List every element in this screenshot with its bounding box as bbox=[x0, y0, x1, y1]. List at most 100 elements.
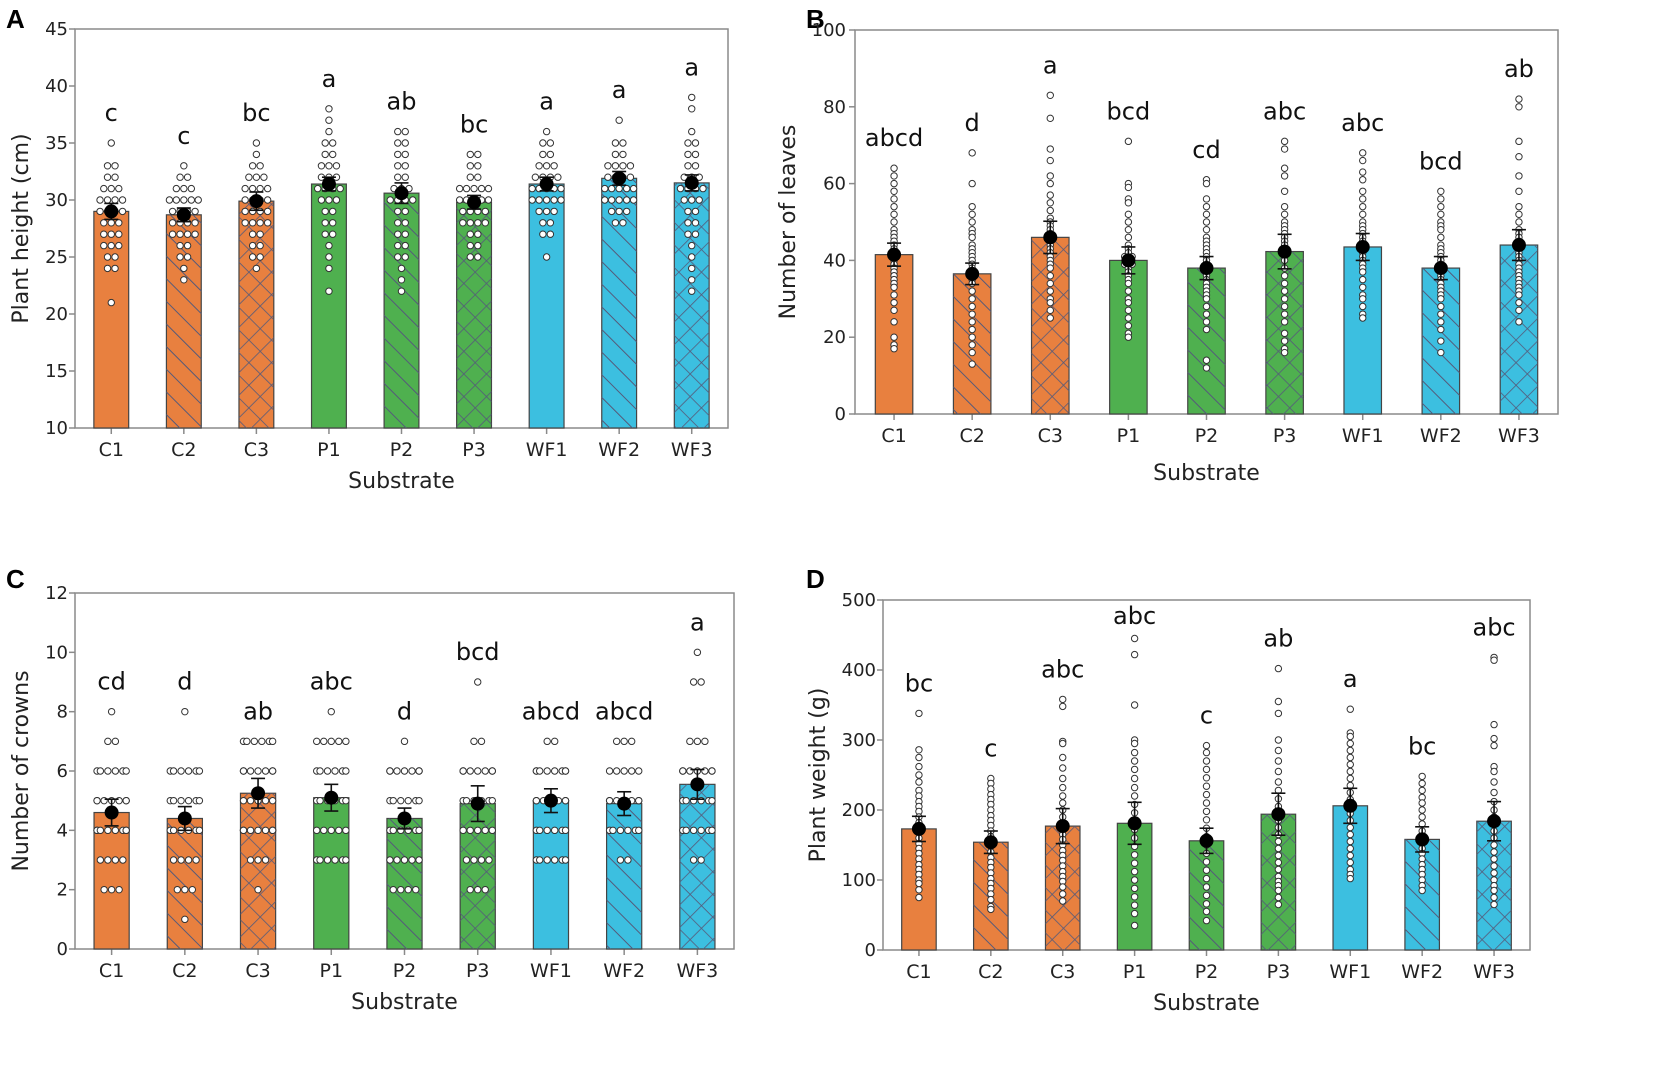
bar-hatch bbox=[679, 784, 715, 949]
mean-marker bbox=[394, 186, 409, 201]
data-point bbox=[688, 196, 696, 204]
data-point bbox=[691, 139, 700, 147]
data-point bbox=[327, 737, 335, 746]
data-point bbox=[195, 796, 204, 805]
data-point bbox=[317, 196, 326, 204]
data-point bbox=[1202, 774, 1211, 782]
data-point bbox=[1059, 883, 1067, 891]
data-point bbox=[466, 241, 475, 250]
significance-letter: abcd bbox=[865, 124, 923, 152]
data-point bbox=[107, 707, 116, 716]
data-point bbox=[111, 264, 119, 273]
data-point bbox=[488, 796, 496, 805]
data-point bbox=[401, 207, 409, 216]
data-point bbox=[1274, 900, 1283, 909]
data-point bbox=[195, 767, 204, 775]
data-point bbox=[1437, 187, 1445, 195]
data-point bbox=[313, 826, 321, 835]
x-tick-label: WF3 bbox=[1473, 961, 1515, 983]
mean-marker bbox=[177, 811, 192, 826]
data-point bbox=[1280, 318, 1289, 326]
data-point bbox=[481, 767, 489, 775]
mean-marker bbox=[104, 805, 119, 820]
data-point bbox=[180, 162, 188, 170]
data-point bbox=[191, 207, 199, 216]
data-point bbox=[181, 915, 189, 924]
x-axis-title: Substrate bbox=[351, 990, 458, 1015]
data-point bbox=[622, 184, 631, 193]
bar-hatch bbox=[238, 201, 274, 428]
significance-letter: ab bbox=[1263, 625, 1293, 653]
data-point bbox=[890, 298, 898, 307]
data-point bbox=[1202, 741, 1211, 750]
data-point bbox=[321, 230, 329, 238]
data-point bbox=[325, 241, 333, 250]
data-point bbox=[620, 737, 628, 746]
data-point bbox=[331, 767, 339, 775]
data-point bbox=[477, 184, 486, 193]
data-point bbox=[539, 219, 547, 227]
data-point bbox=[111, 856, 120, 864]
data-point bbox=[688, 105, 696, 113]
y-tick-label: 40 bbox=[45, 76, 68, 97]
data-point bbox=[455, 184, 464, 193]
data-point bbox=[168, 207, 177, 216]
y-tick-label: 25 bbox=[45, 247, 68, 268]
data-point bbox=[697, 856, 705, 864]
mean-marker bbox=[1343, 798, 1358, 813]
data-point bbox=[968, 287, 976, 295]
data-point bbox=[550, 207, 558, 216]
data-point bbox=[328, 230, 337, 238]
data-point bbox=[104, 767, 112, 775]
data-point bbox=[328, 150, 337, 159]
x-tick-label: C2 bbox=[172, 960, 197, 982]
data-point bbox=[1490, 886, 1498, 895]
data-point bbox=[1490, 656, 1498, 664]
data-point bbox=[408, 856, 416, 864]
data-point bbox=[1124, 183, 1133, 192]
bar-hatch bbox=[386, 818, 423, 949]
mean-marker bbox=[1271, 807, 1286, 822]
data-point bbox=[1515, 298, 1523, 307]
data-point bbox=[1280, 145, 1289, 153]
bar-wf1 bbox=[528, 183, 565, 429]
data-point bbox=[254, 826, 262, 835]
data-point bbox=[561, 796, 570, 805]
mean-marker bbox=[1121, 253, 1136, 268]
data-point bbox=[115, 230, 123, 238]
data-point bbox=[915, 771, 923, 779]
mean-marker bbox=[397, 811, 412, 826]
data-point bbox=[1490, 855, 1498, 863]
data-point bbox=[1046, 298, 1054, 307]
data-point bbox=[968, 341, 976, 349]
data-point bbox=[1515, 103, 1523, 111]
data-point bbox=[320, 737, 328, 746]
data-point bbox=[557, 184, 565, 193]
data-point bbox=[115, 885, 123, 894]
data-point bbox=[629, 196, 638, 204]
data-point bbox=[624, 826, 632, 835]
data-point bbox=[248, 184, 257, 193]
data-point bbox=[100, 885, 108, 894]
mean-marker bbox=[983, 835, 998, 850]
data-point bbox=[250, 737, 259, 746]
data-point bbox=[626, 162, 635, 170]
data-point bbox=[176, 241, 184, 250]
data-point bbox=[401, 241, 409, 250]
data-point bbox=[1515, 137, 1523, 146]
data-point bbox=[191, 219, 199, 227]
data-point bbox=[1059, 783, 1067, 792]
mean-marker bbox=[324, 790, 339, 805]
bar-hatch bbox=[240, 793, 276, 949]
x-axis-title: Substrate bbox=[348, 469, 455, 494]
data-point bbox=[394, 150, 402, 159]
data-point bbox=[342, 856, 350, 864]
data-point bbox=[1046, 114, 1054, 123]
data-point bbox=[1346, 774, 1354, 783]
mean-marker bbox=[251, 786, 266, 801]
data-point bbox=[535, 162, 543, 170]
x-tick-label: C1 bbox=[99, 439, 124, 461]
data-point bbox=[470, 184, 478, 193]
data-point bbox=[261, 826, 270, 835]
data-point bbox=[176, 253, 184, 261]
